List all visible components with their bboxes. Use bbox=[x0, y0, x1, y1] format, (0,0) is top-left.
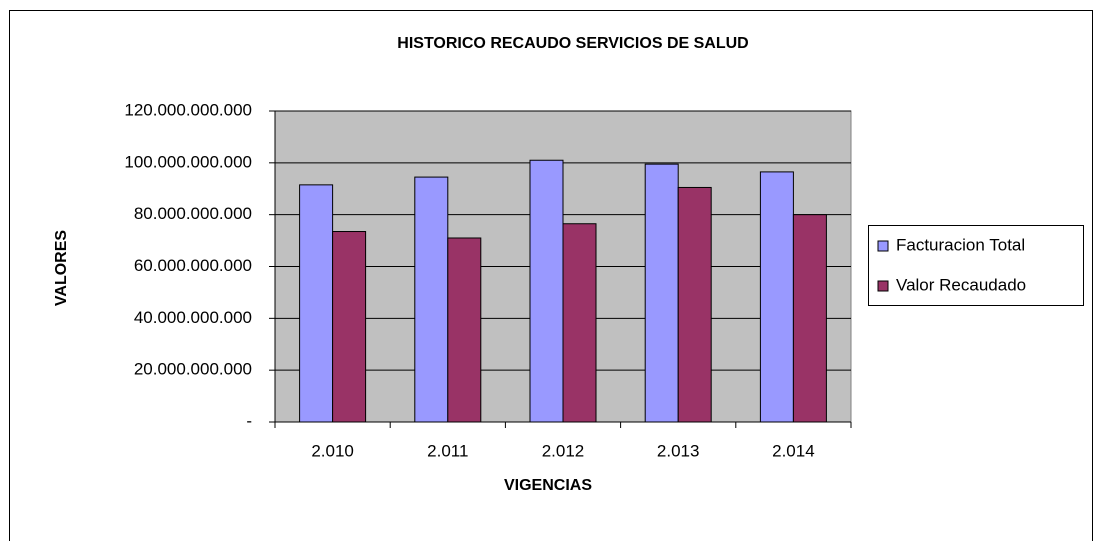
x-tick-label: 2.014 bbox=[772, 441, 815, 460]
x-tick-label: 2.013 bbox=[657, 441, 700, 460]
legend-swatch bbox=[877, 280, 889, 292]
legend-swatch bbox=[877, 240, 889, 252]
y-tick-label: - bbox=[246, 411, 252, 430]
bar bbox=[759, 171, 794, 423]
bar bbox=[644, 163, 679, 423]
x-tick-label: 2.010 bbox=[311, 441, 354, 460]
bar bbox=[447, 237, 482, 423]
y-tick-label: 100.000.000.000 bbox=[124, 152, 252, 171]
x-tick-label: 2.012 bbox=[542, 441, 585, 460]
bar bbox=[414, 176, 449, 423]
chart-title: HISTORICO RECAUDO SERVICIOS DE SALUD bbox=[397, 35, 748, 52]
y-tick-label: 20.000.000.000 bbox=[134, 360, 252, 379]
x-axis-title: VIGENCIAS bbox=[504, 477, 592, 494]
bar bbox=[792, 214, 827, 423]
bar bbox=[677, 186, 712, 423]
y-tick-label: 80.000.000.000 bbox=[134, 204, 252, 223]
bar bbox=[529, 159, 564, 423]
y-tick-label: 40.000.000.000 bbox=[134, 308, 252, 327]
bar bbox=[332, 231, 367, 423]
bar bbox=[562, 223, 597, 423]
y-tick-label: 120.000.000.000 bbox=[124, 100, 252, 119]
bar bbox=[299, 184, 334, 423]
legend-label: Valor Recaudado bbox=[896, 275, 1026, 294]
x-tick-label: 2.011 bbox=[427, 441, 468, 460]
y-axis-title: VALORES bbox=[53, 230, 70, 306]
y-tick-label: 60.000.000.000 bbox=[134, 256, 252, 275]
legend-label: Facturacion Total bbox=[896, 235, 1025, 254]
legend bbox=[868, 225, 1084, 306]
